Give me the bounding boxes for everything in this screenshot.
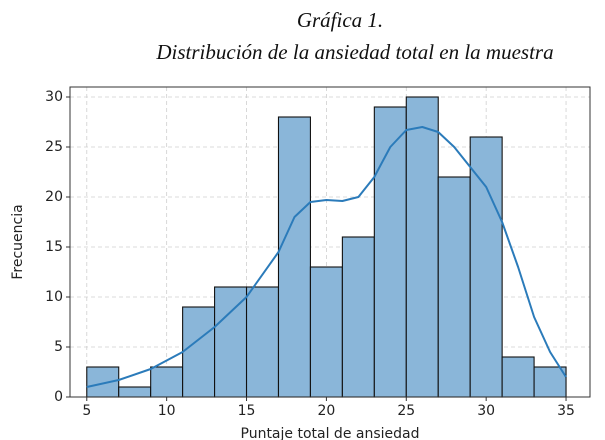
bar — [373, 106, 407, 398]
y-tick-label: 30 — [45, 89, 63, 105]
bar — [245, 286, 280, 398]
plot-frame — [69, 86, 591, 398]
y-tick-label: 0 — [54, 389, 63, 405]
y-tick-label: 10 — [45, 289, 63, 305]
x-tick-label: 25 — [397, 403, 415, 419]
x-tick-label: 15 — [238, 403, 256, 419]
y-tick-label: 15 — [45, 239, 63, 255]
bar — [86, 366, 120, 398]
bar — [118, 386, 152, 398]
bar — [182, 306, 216, 398]
kde-line — [86, 126, 567, 388]
bar — [150, 366, 184, 398]
bar — [469, 136, 503, 398]
x-tick-label: 20 — [317, 403, 335, 419]
x-tick-label: 30 — [477, 403, 495, 419]
bar — [277, 116, 311, 398]
bar — [405, 96, 439, 398]
y-axis-label: Frecuencia — [10, 204, 26, 279]
bar — [309, 266, 343, 398]
bar — [341, 236, 375, 398]
bar — [214, 286, 248, 398]
x-tick-label: 5 — [82, 403, 91, 419]
x-tick-label: 35 — [557, 403, 575, 419]
bar — [533, 366, 567, 398]
y-tick-label: 25 — [45, 139, 63, 155]
bar — [437, 176, 471, 398]
chart-subtitle: Distribución de la ansiedad total en la … — [155, 40, 553, 64]
x-axis-label: Puntaje total de ansiedad — [241, 426, 420, 440]
y-tick-label: 5 — [54, 339, 63, 355]
y-tick-label: 20 — [45, 189, 63, 205]
bar — [501, 356, 535, 398]
x-tick-label: 10 — [158, 403, 176, 419]
chart-title: Gráfica 1. — [297, 8, 383, 32]
